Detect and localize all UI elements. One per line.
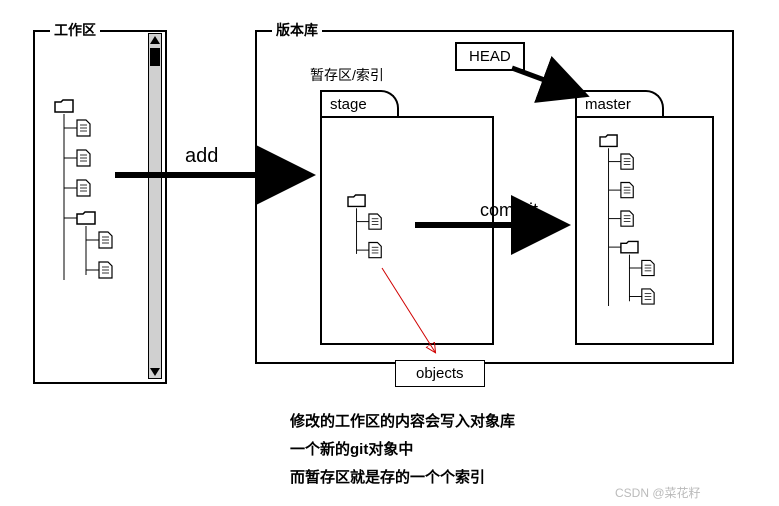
master-body (575, 116, 714, 345)
scroll-down-icon (150, 368, 160, 376)
scroll-thumb (150, 48, 160, 66)
master-tab-label: master (585, 96, 631, 113)
repository-label: 版本库 (272, 20, 322, 40)
stage-tab: stage (320, 90, 399, 118)
master-tab: master (575, 90, 664, 118)
commit-label: commit (480, 200, 538, 221)
add-label: add (185, 145, 218, 168)
caption-2: 一个新的git对象中 (290, 438, 413, 459)
workspace-label: 工作区 (50, 20, 100, 40)
caption-1: 修改的工作区的内容会写入对象库 (290, 410, 515, 431)
scrollbar (148, 33, 162, 379)
workspace-box: 工作区 (33, 30, 167, 384)
head-box: HEAD (455, 42, 525, 71)
objects-box: objects (395, 360, 485, 387)
caption-3: 而暂存区就是存的一个个索引 (290, 466, 485, 487)
watermark: CSDN @菜花籽 (615, 484, 701, 501)
stage-body (320, 116, 494, 345)
diagram-root: 工作区 版本库 暂存区/索引 stage master HEAD add com… (0, 0, 779, 506)
stage-annotation: 暂存区/索引 (310, 65, 384, 85)
stage-tab-label: stage (330, 96, 367, 113)
scroll-up-icon (150, 36, 160, 44)
